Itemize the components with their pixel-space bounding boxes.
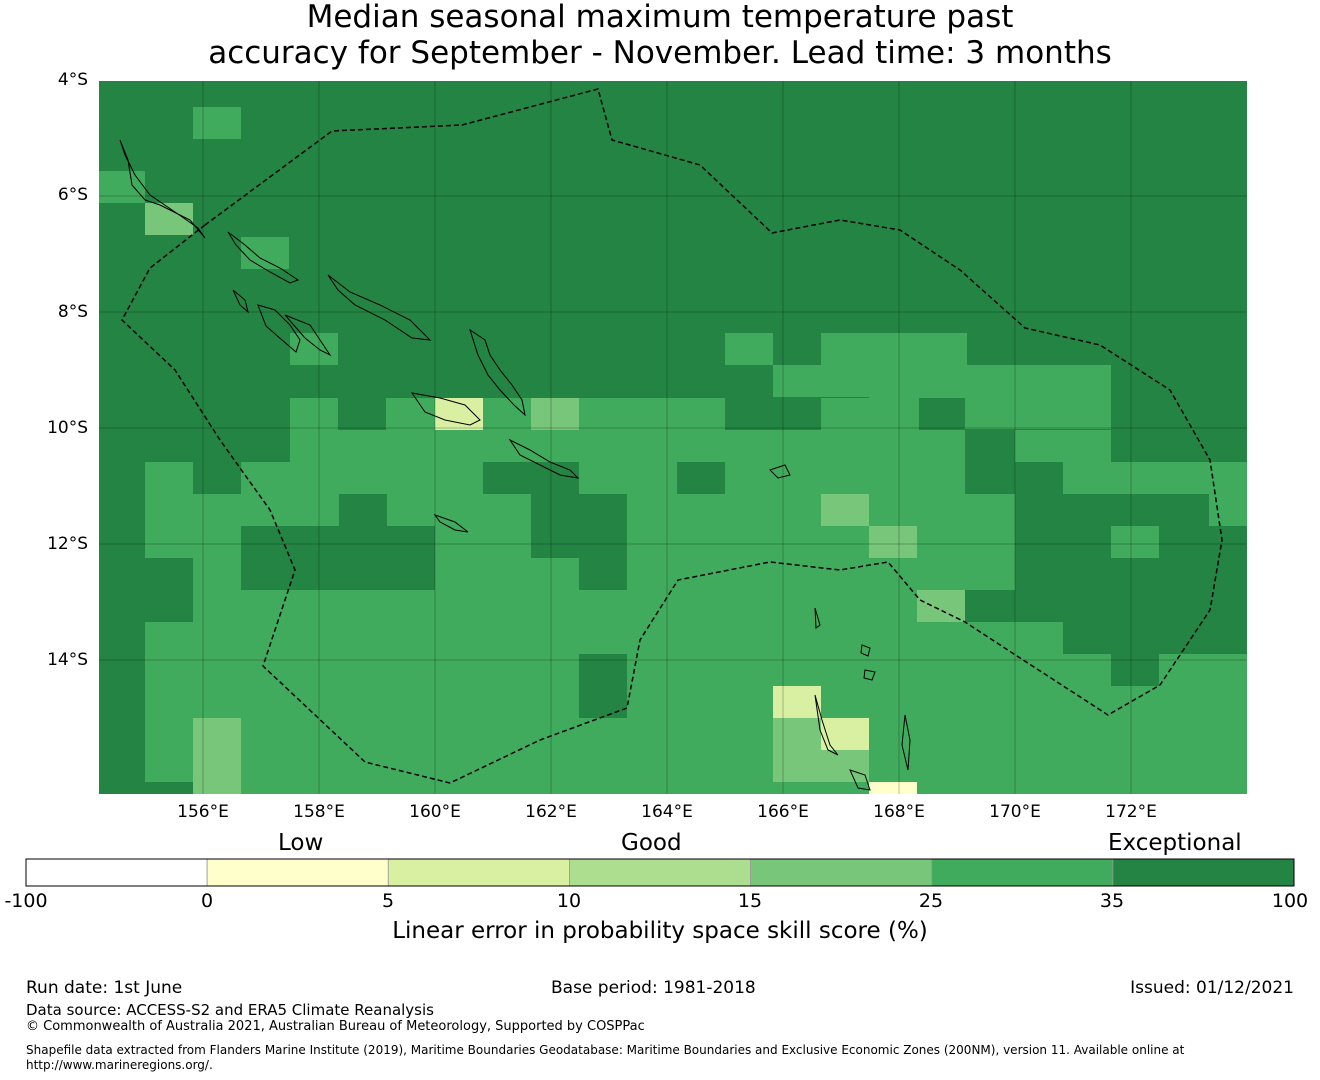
shapefile-url: http://www.marineregions.org/. [26,1058,213,1072]
lat-label: 8°S [57,302,88,322]
category-exceptional: Exceptional [1108,830,1242,856]
colorbar-tick: 15 [737,890,763,912]
category-good: Good [621,830,682,856]
good-cells [145,203,965,794]
category-low: Low [278,830,324,856]
lat-label: 6°S [57,185,88,205]
coastlines [119,139,911,791]
eez-boundary [121,88,1223,784]
run-date: Run date: 1st June [26,978,183,998]
lon-label: 164°E [641,802,693,822]
lon-label: 162°E [525,802,577,822]
colorbar-tick: -100 [4,890,48,912]
very-low-cells [869,782,917,794]
colorbar-segment [1112,858,1295,887]
colorbar-frame [25,858,1295,887]
lat-label: 12°S [47,534,88,554]
lat-label: 10°S [47,418,88,438]
light-cells-north [99,107,1159,558]
colorbar-tick: 25 [918,890,944,912]
lon-label: 160°E [409,802,461,822]
lat-label: 4°S [57,70,88,90]
colorbar-segment [931,858,1114,887]
colorbar-tick: 100 [1271,890,1309,912]
colorbar-tick: 0 [200,890,214,912]
data-source: Data source: ACCESS-S2 and ERA5 Climate … [26,1001,434,1019]
title-line-2: accuracy for September - November. Lead … [208,35,1112,71]
issued-date: Issued: 01/12/2021 [1130,978,1294,998]
colorbar-segment [387,858,570,887]
colorbar-segment [206,858,389,887]
colorbar [25,858,1295,887]
lat-label: 14°S [47,650,88,670]
copyright: © Commonwealth of Australia 2021, Austra… [26,1019,645,1034]
colorbar-tick: 35 [1099,890,1125,912]
shapefile-credit: Shapefile data extracted from Flanders M… [26,1043,1185,1057]
lon-label: 170°E [989,802,1041,822]
lon-label: 166°E [757,802,809,822]
lon-label: 168°E [873,802,925,822]
colorbar-segment [25,858,208,887]
colorbar-tick: 5 [381,890,395,912]
colorbar-tick: 10 [556,890,582,912]
low-cells [435,398,869,750]
lon-label: 172°E [1105,802,1157,822]
lon-label: 156°E [177,802,229,822]
title-line-1: Median seasonal maximum temperature past [306,0,1014,35]
colorbar-segment [750,858,933,887]
colorbar-segment [569,858,751,887]
graticule [99,81,1247,794]
dark-cells [99,398,1247,794]
lon-label: 158°E [293,802,345,822]
base-period: Base period: 1981-2018 [551,978,756,998]
colorbar-label: Linear error in probability space skill … [392,918,928,944]
